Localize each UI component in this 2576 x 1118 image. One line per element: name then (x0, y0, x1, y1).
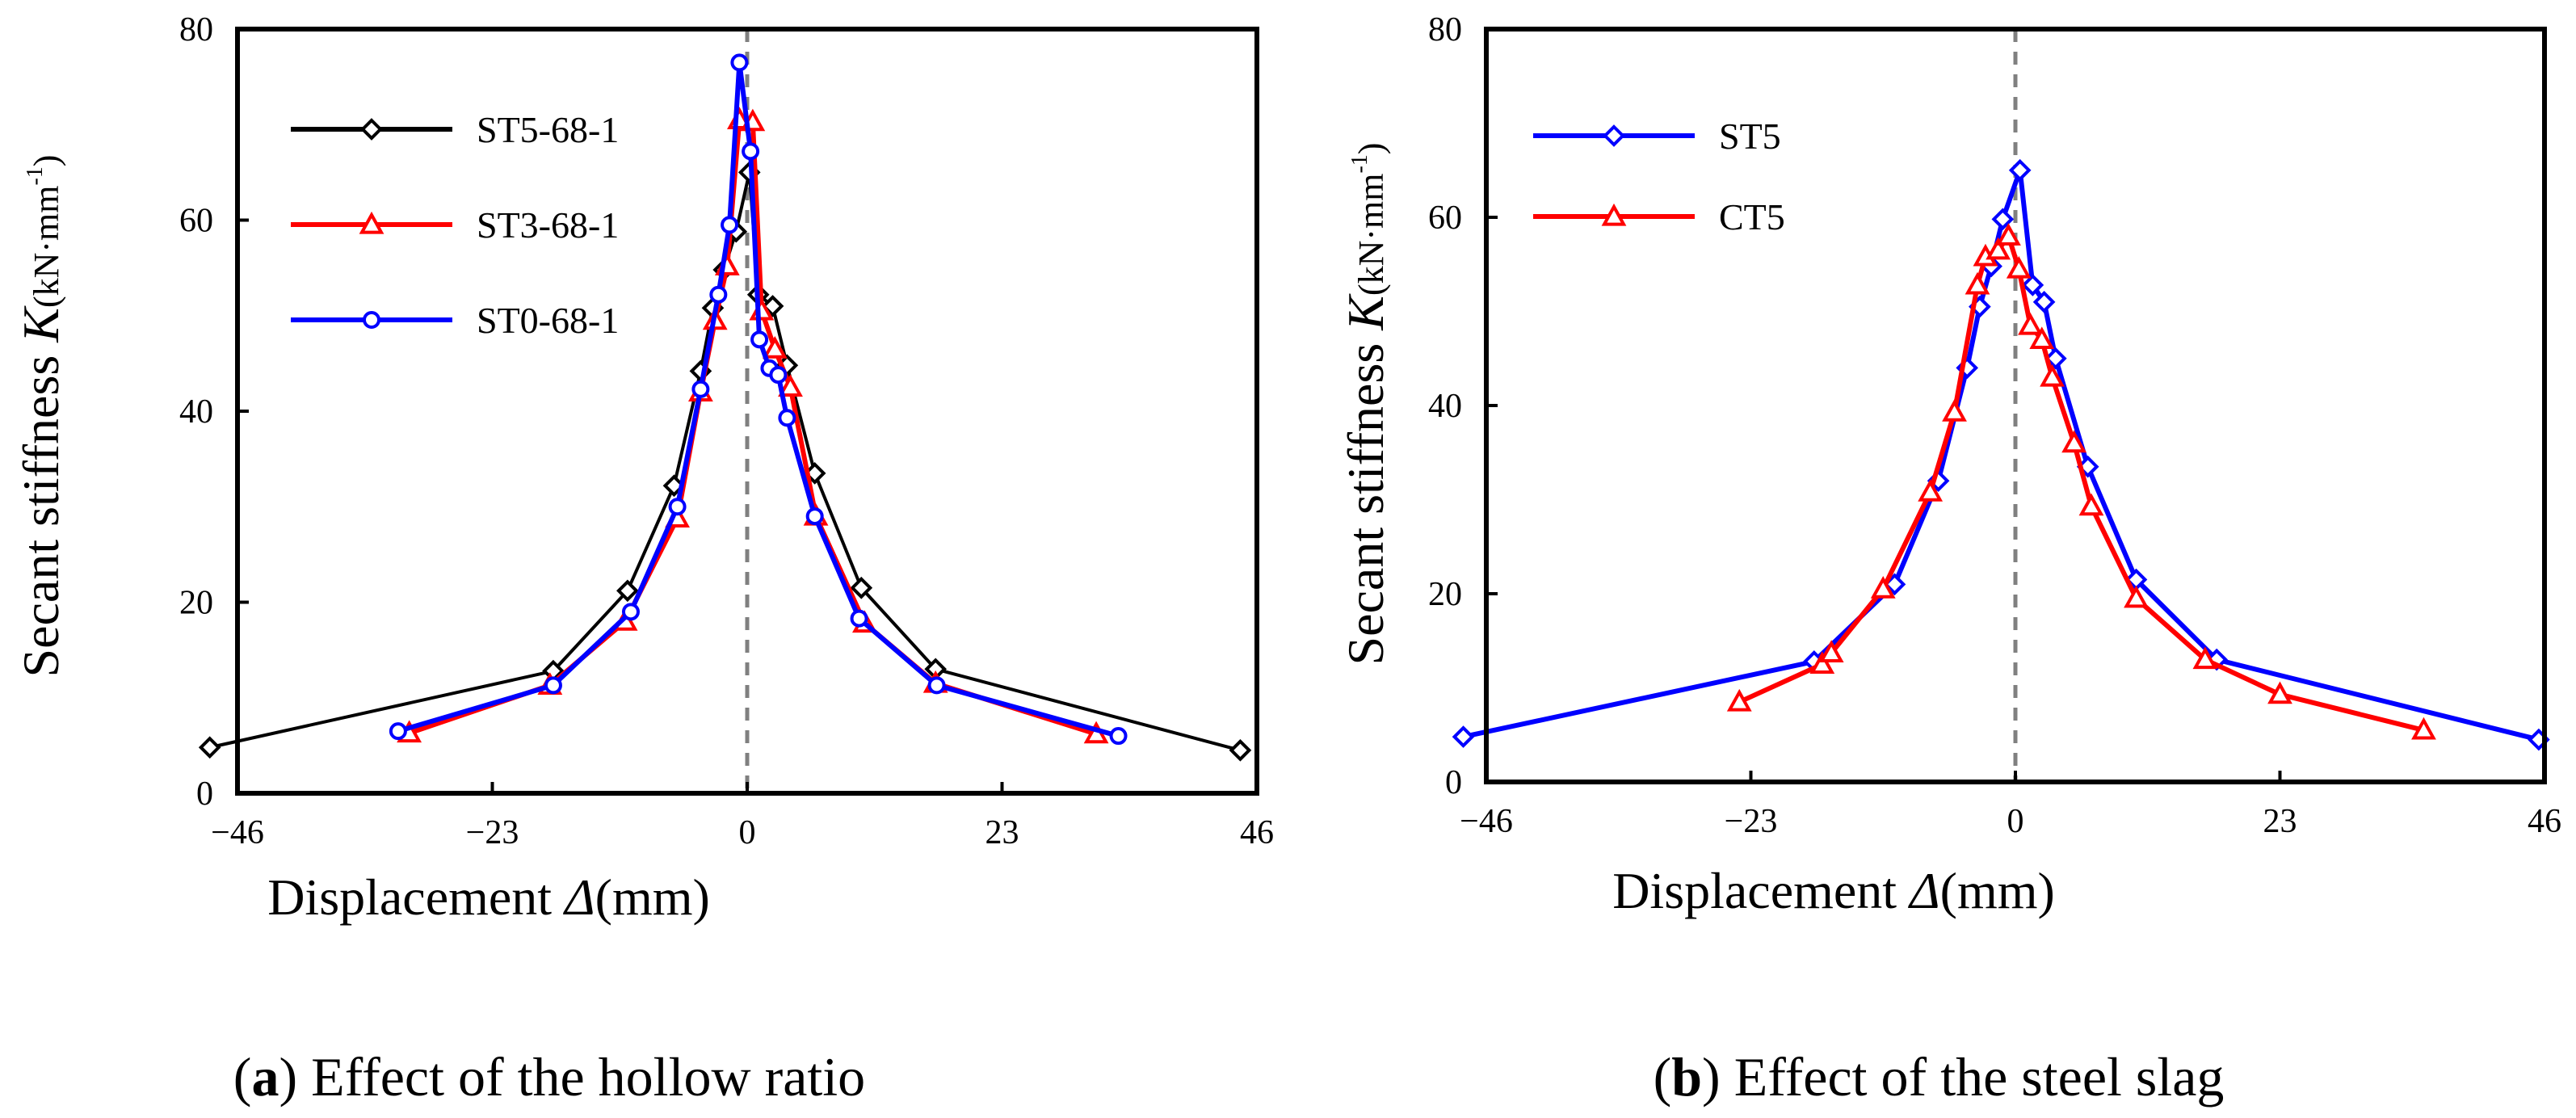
panel-a-series-st5-68-1-point (616, 579, 639, 603)
panel-a-series-st0-68-1-point (850, 609, 868, 628)
panel-a-series-st0-68-1-point (1109, 727, 1128, 746)
panel-b-y-tick-label: 60 (1428, 200, 1462, 237)
panel-b-series-ct5-point (1996, 223, 2021, 246)
panel-b-legend-ct5-label: CT5 (1719, 196, 1785, 237)
panel-a-series-st5-68-1-point (850, 576, 873, 599)
panel-a-legend-st0-68-1-marker (363, 311, 380, 329)
panel-b-series-st5-point (2008, 158, 2032, 182)
panel-a-series-st5-68-1-point (1229, 738, 1252, 762)
panel-a-series-st3-68-1-point (762, 336, 788, 359)
panel-a-y-tick-label: 0 (196, 775, 213, 813)
panel-a-series-st0-68-1-point (730, 53, 749, 72)
panel-b-series-ct5-point (2006, 255, 2032, 279)
panel-b-y-tick-label: 20 (1428, 576, 1462, 613)
panel-a-series-st0-68-1-point (750, 330, 769, 349)
panel-b-legend-st5-label: ST5 (1719, 116, 1781, 157)
panel-a-caption: (a) Effect of the hollow ratio (233, 1046, 865, 1107)
panel-b-series-ct5-point (2018, 312, 2043, 335)
panel-b-x-tick-label: 0 (2007, 803, 2024, 840)
panel-a-legend-st5-68-1-marker (360, 118, 383, 141)
panel-a-legend-st3-68-1-label: ST3-68-1 (477, 204, 619, 246)
panel-b-series-st5-point (2044, 347, 2067, 370)
panel-b-y-axis-label: Secant stiffness K(kN·mm-1) (1337, 143, 1394, 666)
panel-b-series-ct5-point (2267, 681, 2292, 704)
panel-a-series-st0-68-1-point (389, 722, 407, 741)
panel-b-series-ct5-point (2078, 493, 2104, 516)
panel-b-x-tick-label: −46 (1460, 803, 1513, 840)
panel-b-series-ct5-point (1809, 651, 1835, 674)
panel-b-series-ct5-line (1738, 233, 2425, 733)
panel-b-series-ct5-point (2029, 326, 2055, 350)
panel-a-y-tick-label: 60 (179, 203, 213, 240)
panel-a-y-axis-label: Secant stiffness K(kN·mm-1) (12, 155, 69, 678)
panel-b-series-st5-point (1991, 208, 2015, 231)
panel-a-x-tick-label: 23 (985, 814, 1019, 851)
panel-a-x-tick-label: 0 (739, 814, 756, 851)
panel-a-x-tick-label: −46 (211, 814, 264, 851)
panel-a-series-st0-68-1-point (544, 676, 562, 695)
panel-a-series-st0-68-1-point (805, 507, 824, 526)
panel-b-series-ct5-point (1986, 237, 2011, 260)
panel-a-series-st3-68-1-point (778, 374, 803, 397)
panel-b-legend-ct5-marker (1601, 203, 1627, 226)
panel-a-series-st5-68-1-point (198, 736, 221, 759)
panel-b-chart: −46 −23 0 23 46 0 20 40 60 80 ST5 CT5 Displacement… (1337, 11, 2561, 1107)
panel-a-series-st0-68-1-point (769, 366, 788, 385)
panel-b-series-ct5-point (1818, 640, 1844, 662)
panel-b-series-ct5-point (1726, 688, 1752, 712)
panel-b-series-ct5-point (2061, 430, 2087, 453)
panel-b-series-ct5-point (1965, 271, 1990, 295)
panel-a-series-st0-68-1-point (927, 676, 946, 695)
panel-a-series-st0-68-1-point (721, 216, 739, 234)
panel-a-y-tick-label: 80 (179, 11, 213, 48)
panel-a-legend-st0-68-1-label: ST0-68-1 (477, 300, 619, 341)
panel-b-x-tick-label: −23 (1725, 803, 1778, 840)
panel-b-y-tick-label: 0 (1445, 764, 1462, 801)
panel-b-caption: (b) Effect of the steel slag (1654, 1046, 2225, 1107)
panel-a-series-st5-68-1-line (209, 170, 1241, 752)
panel-a-series-st0-68-1-point (742, 142, 760, 161)
panel-a-x-tick-label: −23 (466, 814, 519, 851)
panel-b-x-axis-label: Displacement Δ(mm) (1612, 862, 2055, 919)
panel-b-series-st5-line (1462, 167, 2540, 742)
panel-b-series-ct5-point (1942, 399, 1967, 422)
panel-b-series-ct5-point (1918, 479, 1944, 502)
panel-b-series-ct5-point (2192, 646, 2218, 670)
panel-a-series-st0-68-1-point (691, 380, 710, 398)
panel-b-series-st5-point (1452, 725, 1475, 748)
panel-b-series-st5-point (2021, 274, 2044, 296)
panel-b-x-tick-label: 46 (2528, 803, 2561, 840)
panel-a-series-st0-68-1-point (668, 498, 687, 516)
panel-b-series-ct5-point (1870, 576, 1896, 599)
panel-b-x-tick-label: 23 (2263, 803, 2297, 840)
panel-a-chart: −46 −23 0 23 46 0 20 40 60 80 ST5-68-1 ST3-68-1 ST0… (12, 11, 1274, 1107)
panel-a-series-st0-68-1-point (621, 603, 640, 621)
panel-a-series-st0-68-1-point (709, 285, 728, 304)
panel-a-y-tick-label: 40 (179, 393, 213, 431)
panel-a-legend-st5-68-1-label: ST5-68-1 (477, 109, 619, 150)
panel-b-series-ct5-point (2411, 717, 2436, 740)
panel-a-x-tick-label: 46 (1240, 814, 1274, 851)
panel-b-series-st5-point (2032, 291, 2056, 313)
panel-b-legend-st5-marker (1603, 124, 1625, 147)
panel-b-y-tick-label: 40 (1428, 388, 1462, 425)
panel-a-legend: ST5-68-1 ST3-68-1 ST0-68-1 (291, 109, 619, 341)
panel-a-series-st0-68-1-point (778, 409, 796, 427)
panel-a-series-st0-68-1-line (397, 60, 1120, 738)
panel-a-legend-st3-68-1-marker (359, 211, 385, 234)
panel-a-y-tick-label: 20 (179, 585, 213, 622)
panel-a-x-axis-label: Displacement Δ(mm) (267, 868, 710, 926)
panel-b-series-ct5-point (2040, 364, 2065, 387)
panel-b-series-ct5-point (2124, 585, 2149, 608)
panel-b-legend: ST5 CT5 (1533, 116, 1785, 237)
panel-b-y-tick-label: 80 (1428, 11, 1462, 48)
